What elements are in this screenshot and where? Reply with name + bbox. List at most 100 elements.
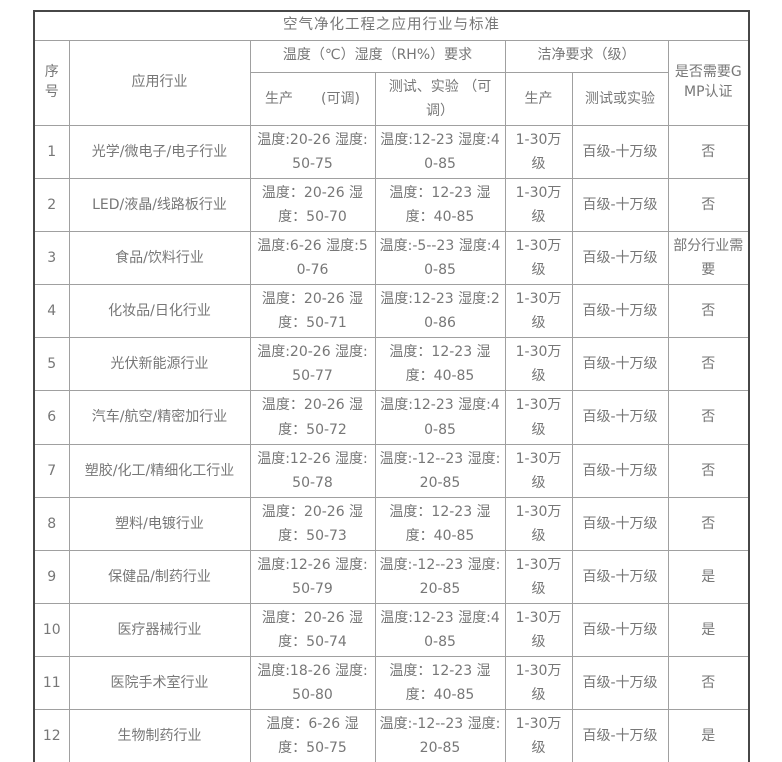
cell-industry: 化妆品/日化行业 bbox=[68, 284, 251, 339]
cell-temp-prod: 温度:12-26 湿度:50-78 bbox=[249, 443, 376, 498]
standards-table: 空气净化工程之应用行业与标准 序号 应用行业 温度（℃）湿度（RH%）要求 洁净… bbox=[33, 10, 751, 762]
cell-temp-test: 温度:12-23 湿度:40-85 bbox=[374, 603, 506, 658]
cell-index: 5 bbox=[33, 337, 70, 392]
cell-temp-prod: 温度：20-26 湿度：50-73 bbox=[249, 496, 376, 551]
cell-temp-test: 温度:12-23 湿度:40-85 bbox=[374, 390, 506, 445]
cell-gmp: 是 bbox=[667, 603, 750, 658]
cell-clean-prod: 1-30万级 bbox=[504, 337, 573, 392]
cell-temp-test: 温度:-12--23 湿度:20-85 bbox=[374, 549, 506, 605]
cell-index: 3 bbox=[33, 230, 70, 286]
table-row: 10 医疗器械行业 温度：20-26 湿度：50-74 温度:12-23 湿度:40-… bbox=[33, 603, 750, 658]
cell-index: 1 bbox=[33, 124, 70, 179]
cell-index: 7 bbox=[33, 443, 70, 498]
cell-industry: 医院手术室行业 bbox=[68, 656, 251, 711]
cell-gmp: 否 bbox=[667, 124, 750, 179]
cell-clean-prod: 1-30万级 bbox=[504, 177, 573, 232]
cell-temp-test: 温度：12-23 湿度：40-85 bbox=[374, 177, 506, 232]
header-temp-prod: 生产 (可调) bbox=[249, 71, 376, 126]
cell-clean-test: 百级-十万级 bbox=[571, 124, 669, 179]
cell-temp-prod: 温度:12-26 湿度:50-79 bbox=[249, 549, 376, 605]
header-sub-row: 生产 (可调) 测试、实验 （可调） 生产 测试或实验 bbox=[34, 71, 749, 126]
cell-clean-test: 百级-十万级 bbox=[571, 284, 669, 339]
cell-temp-prod: 温度：6-26 湿度：50-75 bbox=[249, 709, 376, 762]
cell-gmp: 部分行业需要 bbox=[667, 230, 750, 286]
table-body: 1 光学/微电子/电子行业 温度:20-26 湿度:50-75 温度:12-23 湿度… bbox=[33, 124, 750, 762]
table-row: 2 LED/液晶/线路板行业 温度：20-26 湿度：50-70 温度：12-23 湿… bbox=[33, 177, 750, 232]
table-row: 5 光伏新能源行业 温度:20-26 湿度:50-77 温度：12-23 湿度：40-… bbox=[33, 337, 750, 392]
cell-clean-test: 百级-十万级 bbox=[571, 443, 669, 498]
cell-clean-prod: 1-30万级 bbox=[504, 656, 573, 711]
cell-gmp: 是 bbox=[667, 709, 750, 762]
cell-clean-prod: 1-30万级 bbox=[504, 284, 573, 339]
cell-clean-test: 百级-十万级 bbox=[571, 603, 669, 658]
table-title-row: 空气净化工程之应用行业与标准 bbox=[33, 10, 750, 41]
cell-index: 12 bbox=[33, 709, 70, 762]
cell-industry: 汽车/航空/精密加行业 bbox=[68, 390, 251, 445]
cell-temp-prod: 温度:6-26 湿度:50-76 bbox=[249, 230, 376, 286]
cell-industry: 生物制药行业 bbox=[68, 709, 251, 762]
table-row: 1 光学/微电子/电子行业 温度:20-26 湿度:50-75 温度:12-23 湿度… bbox=[33, 124, 750, 179]
header-clean-test: 测试或实验 bbox=[571, 71, 669, 126]
cell-gmp: 否 bbox=[667, 656, 750, 711]
table-row: 12 生物制药行业 温度：6-26 湿度：50-75 温度:-12--23 湿度:20… bbox=[33, 709, 750, 762]
cell-clean-test: 百级-十万级 bbox=[571, 230, 669, 286]
cell-temp-prod: 温度：20-26 湿度：50-71 bbox=[249, 284, 376, 339]
cell-index: 8 bbox=[33, 496, 70, 551]
cell-clean-prod: 1-30万级 bbox=[504, 496, 573, 551]
cell-gmp: 否 bbox=[667, 496, 750, 551]
cell-gmp: 否 bbox=[667, 390, 750, 445]
table-row: 6 汽车/航空/精密加行业 温度：20-26 湿度：50-72 温度:12-23 湿度… bbox=[33, 390, 750, 445]
cell-temp-test: 温度:12-23 湿度:40-85 bbox=[374, 124, 506, 179]
table-row: 3 食品/饮料行业 温度:6-26 湿度:50-76 温度:-5--23 湿度:40-… bbox=[33, 230, 750, 286]
header-gmp: 是否需要GMP认证 bbox=[667, 39, 750, 126]
cell-clean-test: 百级-十万级 bbox=[571, 337, 669, 392]
cell-clean-test: 百级-十万级 bbox=[571, 656, 669, 711]
header-group-row: 序号 应用行业 温度（℃）湿度（RH%）要求 洁净要求（级） 是否需要GMP认证 bbox=[33, 39, 750, 126]
cell-gmp: 否 bbox=[667, 177, 750, 232]
cell-industry: 光学/微电子/电子行业 bbox=[68, 124, 251, 179]
cell-index: 9 bbox=[33, 549, 70, 605]
cell-index: 11 bbox=[33, 656, 70, 711]
cell-temp-prod: 温度:18-26 湿度:50-80 bbox=[249, 656, 376, 711]
cell-index: 4 bbox=[33, 284, 70, 339]
header-temp-test: 测试、实验 （可调） bbox=[374, 71, 506, 126]
cell-clean-prod: 1-30万级 bbox=[504, 443, 573, 498]
table-title: 空气净化工程之应用行业与标准 bbox=[33, 10, 750, 41]
cell-temp-test: 温度:-5--23 湿度:40-85 bbox=[374, 230, 506, 286]
cell-temp-test: 温度：12-23 湿度：40-85 bbox=[374, 496, 506, 551]
cell-clean-test: 百级-十万级 bbox=[571, 709, 669, 762]
table-row: 7 塑胶/化工/精细化工行业 温度:12-26 湿度:50-78 温度:-12--23… bbox=[33, 443, 750, 498]
header-industry: 应用行业 bbox=[68, 39, 251, 126]
cell-industry: 食品/饮料行业 bbox=[68, 230, 251, 286]
cell-temp-test: 温度：12-23 湿度：40-85 bbox=[374, 337, 506, 392]
header-clean-group: 洁净要求（级） bbox=[504, 39, 669, 73]
cell-gmp: 否 bbox=[667, 443, 750, 498]
cell-clean-prod: 1-30万级 bbox=[504, 390, 573, 445]
cell-clean-test: 百级-十万级 bbox=[571, 390, 669, 445]
cell-temp-prod: 温度：20-26 湿度：50-72 bbox=[249, 390, 376, 445]
cell-temp-prod: 温度:20-26 湿度:50-77 bbox=[249, 337, 376, 392]
cell-gmp: 否 bbox=[667, 284, 750, 339]
cell-temp-test: 温度:-12--23 湿度:20-85 bbox=[374, 443, 506, 498]
cell-clean-prod: 1-30万级 bbox=[504, 124, 573, 179]
table-row: 9 保健品/制药行业 温度:12-26 湿度:50-79 温度:-12--23 湿度:… bbox=[33, 549, 750, 605]
cell-temp-test: 温度:-12--23 湿度:20-85 bbox=[374, 709, 506, 762]
cell-temp-test: 温度：12-23 湿度：40-85 bbox=[374, 656, 506, 711]
cell-gmp: 是 bbox=[667, 549, 750, 605]
cell-clean-prod: 1-30万级 bbox=[504, 603, 573, 658]
cell-gmp: 否 bbox=[667, 337, 750, 392]
cell-temp-prod: 温度:20-26 湿度:50-75 bbox=[249, 124, 376, 179]
table-row: 4 化妆品/日化行业 温度：20-26 湿度：50-71 温度:12-23 湿度:20… bbox=[33, 284, 750, 339]
cell-index: 2 bbox=[33, 177, 70, 232]
header-clean-prod: 生产 bbox=[504, 71, 573, 126]
cell-clean-prod: 1-30万级 bbox=[504, 549, 573, 605]
cell-industry: 塑胶/化工/精细化工行业 bbox=[68, 443, 251, 498]
cell-industry: 光伏新能源行业 bbox=[68, 337, 251, 392]
cell-clean-prod: 1-30万级 bbox=[504, 230, 573, 286]
cell-industry: 医疗器械行业 bbox=[68, 603, 251, 658]
cell-industry: LED/液晶/线路板行业 bbox=[68, 177, 251, 232]
cell-index: 6 bbox=[33, 390, 70, 445]
header-index: 序号 bbox=[33, 39, 70, 126]
cell-temp-test: 温度:12-23 湿度:20-86 bbox=[374, 284, 506, 339]
